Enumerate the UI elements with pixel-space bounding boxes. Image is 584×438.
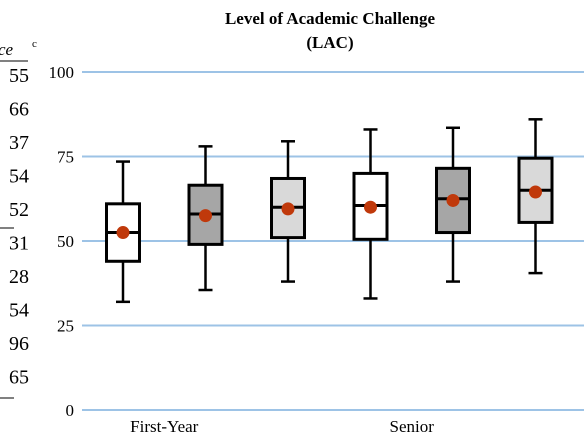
y-tick-label: 75 [57, 148, 74, 167]
mean-marker [364, 200, 377, 214]
side-table-value: 55 [9, 65, 29, 87]
box-5 [435, 126, 471, 283]
y-axis-tick-labels: 0 25 50 75 100 [49, 63, 75, 420]
side-table-value: 54 [9, 300, 29, 322]
side-table-value: 66 [9, 99, 29, 121]
x-axis-labels: First-Year Senior [130, 417, 434, 436]
chart-title-line-1: Level of Academic Challenge [225, 9, 436, 28]
side-table-value: 96 [9, 333, 29, 355]
mean-marker [446, 193, 460, 207]
box-4 [352, 128, 389, 300]
box-6 [517, 118, 554, 275]
y-tick-label: 0 [66, 401, 75, 420]
side-table-value: 52 [9, 199, 29, 221]
mean-marker [281, 202, 295, 216]
side-table-value: 65 [9, 367, 29, 389]
x-category-label: First-Year [130, 417, 199, 436]
side-table-value: 28 [9, 266, 29, 288]
mean-marker [529, 185, 542, 199]
side-table-value: 37 [9, 132, 29, 154]
box-2 [187, 145, 224, 292]
side-table-value: 31 [9, 233, 29, 255]
cropped-side-table: ce c 55 66 37 54 52 31 28 54 96 65 [0, 38, 37, 399]
side-table-header-superscript: c [32, 38, 37, 50]
box-3 [270, 140, 306, 283]
side-table-header: ce [0, 40, 14, 59]
y-tick-label: 100 [49, 63, 75, 82]
side-table-header-text: ce [0, 40, 14, 59]
y-tick-label: 50 [57, 232, 74, 251]
x-category-label: Senior [390, 417, 435, 436]
box-1 [105, 160, 141, 304]
y-tick-label: 25 [57, 317, 74, 336]
chart-gridlines [82, 71, 584, 411]
mean-marker [199, 209, 212, 223]
side-table-value: 54 [9, 166, 29, 188]
mean-marker [116, 226, 130, 240]
box-series [105, 118, 554, 304]
chart-title-line-2: (LAC) [306, 33, 353, 52]
